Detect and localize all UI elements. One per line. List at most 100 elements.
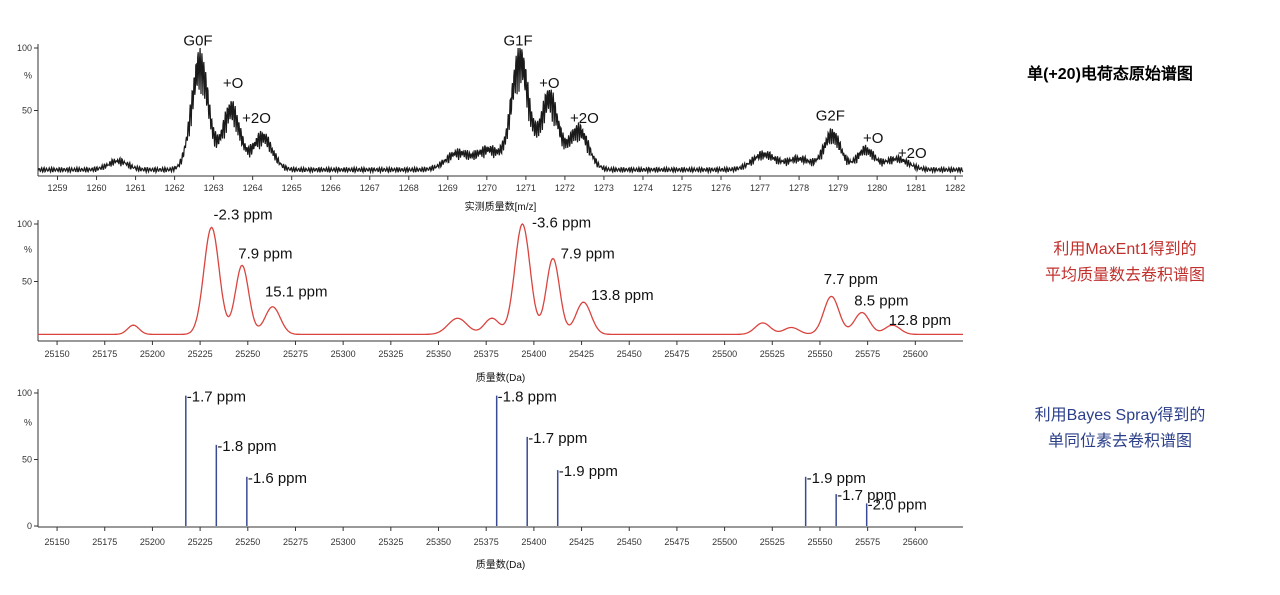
y-tick-label: %: [24, 71, 32, 81]
maxent-title-line-1: 利用MaxEnt1得到的: [1053, 241, 1197, 258]
x-tick-label: 1262: [165, 183, 185, 193]
x-tick-label: 25300: [331, 537, 356, 547]
peak-annotation: 7.9 ppm: [238, 246, 292, 263]
maxent-deconvolution-panel: 100% 50 25150 25175 25200 25225 25250 25275 2530…: [17, 206, 963, 384]
x-tick-label: 25525: [760, 537, 785, 547]
y-tick-label: 50: [22, 277, 32, 287]
x-tick-label: 25425: [569, 349, 594, 359]
x-tick-label: 25225: [188, 537, 213, 547]
peak-annotation: +2O: [242, 110, 271, 127]
x-tick-label: 25250: [235, 537, 260, 547]
spectrum-trace: [37, 47, 964, 175]
y-tick-label: 50: [22, 455, 32, 465]
peak-annotation: -3.6 ppm: [532, 214, 591, 231]
peak-annotation: -2.3 ppm: [213, 206, 272, 223]
x-tick-label: 25450: [617, 537, 642, 547]
x-tick-label: 1270: [477, 183, 497, 193]
x-tick-label: 1272: [555, 183, 575, 193]
x-tick-label: 25175: [92, 349, 117, 359]
peak-annotation: 15.1 ppm: [265, 283, 328, 300]
x-tick-label: 1259: [47, 183, 67, 193]
x-axis-label: 质量数(Da): [476, 371, 525, 384]
stick-annotation: -1.6 ppm: [248, 470, 307, 487]
x-tick-label: 25325: [378, 349, 403, 359]
x-tick-label: 1271: [516, 183, 536, 193]
x-tick-label: 1273: [594, 183, 614, 193]
x-tick-label: 25425: [569, 537, 594, 547]
x-tick-label: 25350: [426, 537, 451, 547]
x-tick-label: 1268: [399, 183, 419, 193]
y-tick-label: %: [24, 417, 32, 427]
stick-annotation: -2.0 ppm: [868, 496, 927, 513]
x-tick-label: 25325: [378, 537, 403, 547]
stick-annotation: -1.7 ppm: [187, 389, 246, 406]
x-tick-label: 1264: [243, 183, 263, 193]
x-tick-label: 25225: [188, 349, 213, 359]
x-tick-label: 25250: [235, 349, 260, 359]
x-tick-label: 1277: [750, 183, 770, 193]
raw-spectrum-title-text: 单(+20)电荷态原始谱图: [1027, 66, 1193, 83]
spectrum-trace: [38, 223, 963, 336]
peak-annotation: 7.7 ppm: [824, 271, 878, 288]
x-tick-label: 1282: [945, 183, 965, 193]
x-tick-label: 25375: [474, 349, 499, 359]
peak-annotation: +2O: [898, 145, 927, 162]
x-tick-label: 25175: [92, 537, 117, 547]
y-tick-label: 100: [17, 388, 32, 398]
x-tick-label: 25450: [617, 349, 642, 359]
x-tick-label: 25550: [807, 537, 832, 547]
peak-annotation: +2O: [570, 110, 599, 127]
x-tick-label: 25300: [331, 349, 356, 359]
bayes-spectrum-title: 利用Bayes Spray得到的 单同位素去卷积谱图: [1005, 403, 1235, 455]
x-tick-label: 25200: [140, 349, 165, 359]
x-tick-label: 25500: [712, 537, 737, 547]
x-tick-label: 1276: [711, 183, 731, 193]
x-tick-label: 25275: [283, 349, 308, 359]
x-tick-label: 25550: [807, 349, 832, 359]
x-tick-label: 1263: [204, 183, 224, 193]
bayes-spray-deconvolution-panel: 100% 50 0 25150 25175 25200 25225 25250 25275 253…: [17, 388, 963, 571]
stick-annotation: -1.9 ppm: [559, 463, 618, 480]
x-tick-label: 25600: [903, 349, 928, 359]
stick-annotation: -1.8 ppm: [217, 438, 276, 455]
peak-annotation: G0F: [183, 33, 212, 50]
x-tick-label: 25525: [760, 349, 785, 359]
x-tick-label: 1281: [906, 183, 926, 193]
maxent-spectrum-title: 利用MaxEnt1得到的 平均质量数去卷积谱图: [1010, 237, 1240, 289]
x-tick-label: 1261: [126, 183, 146, 193]
raw-spectrum-panel: 100% 50 1259 1260 1261 1262 1263 1264 1265 1266 12…: [17, 33, 965, 214]
x-tick-label: 25200: [140, 537, 165, 547]
x-tick-label: 25575: [855, 349, 880, 359]
y-tick-label: 100: [17, 219, 32, 229]
peak-annotation: 8.5 ppm: [854, 293, 908, 310]
peak-annotation: 7.9 ppm: [561, 246, 615, 263]
x-tick-label: 25375: [474, 537, 499, 547]
bayes-title-line-1: 利用Bayes Spray得到的: [1034, 407, 1206, 424]
x-tick-label: 25350: [426, 349, 451, 359]
x-axis-label: 实测质量数[m/z]: [465, 200, 537, 213]
stick-annotation: -1.7 ppm: [528, 430, 587, 447]
x-tick-label: 1269: [438, 183, 458, 193]
peak-annotation: +O: [539, 75, 559, 92]
stick-annotation: -1.8 ppm: [498, 389, 557, 406]
x-axis-label: 质量数(Da): [476, 558, 525, 571]
x-tick-label: 1267: [360, 183, 380, 193]
x-tick-label: 1274: [633, 183, 653, 193]
maxent-title-line-2: 平均质量数去卷积谱图: [1044, 267, 1205, 284]
x-tick-label: 25475: [664, 349, 689, 359]
x-tick-label: 25400: [521, 537, 546, 547]
peak-annotation: 13.8 ppm: [591, 287, 654, 304]
y-tick-label: 0: [27, 521, 32, 531]
raw-spectrum-title: 单(+20)电荷态原始谱图: [1000, 62, 1220, 88]
peak-annotation: G1F: [503, 33, 532, 50]
x-tick-label: 25600: [903, 537, 928, 547]
x-tick-label: 25575: [855, 537, 880, 547]
bayes-title-line-2: 单同位素去卷积谱图: [1047, 433, 1192, 450]
y-tick-label: %: [24, 244, 32, 254]
x-tick-label: 25475: [664, 537, 689, 547]
peak-annotation: G2F: [816, 108, 845, 125]
x-tick-label: 25500: [712, 349, 737, 359]
x-tick-label: 25150: [45, 349, 70, 359]
peak-annotation: 12.8 ppm: [889, 312, 952, 329]
x-tick-label: 1260: [87, 183, 107, 193]
